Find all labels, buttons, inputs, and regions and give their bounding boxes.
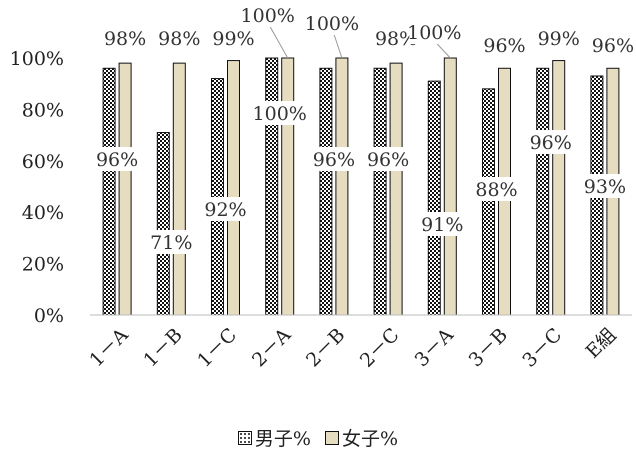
bar-female <box>118 62 132 316</box>
bar-male <box>482 88 495 316</box>
data-label-female: 96% <box>592 35 634 57</box>
data-label-female: 98% <box>375 28 417 50</box>
bar-male <box>427 80 441 316</box>
data-label-bg <box>362 147 415 171</box>
legend-label-female: 女子% <box>342 428 399 450</box>
bar-male <box>319 67 333 316</box>
data-label-female: 96% <box>483 35 525 57</box>
bar-female <box>281 57 295 316</box>
bar-chart: 0%20%40%60%80%100% 96%98%71%98%92%99%100… <box>10 5 636 372</box>
x-category-label: 3－B <box>465 324 512 371</box>
data-label-bg <box>100 28 151 50</box>
y-tick-label: 20% <box>22 254 64 276</box>
y-tick-label: 0% <box>34 305 64 327</box>
bar-male <box>373 67 387 316</box>
data-label-male: 100% <box>253 103 307 125</box>
data-label-bg <box>199 197 252 221</box>
data-label-bg <box>242 5 293 27</box>
data-label-bg <box>91 147 144 171</box>
data-label-female: 100% <box>241 5 295 27</box>
x-category-label: 2－B <box>302 324 349 371</box>
x-category-label: 1－C <box>193 324 241 372</box>
legend-swatch-male <box>237 430 252 445</box>
x-category-label: 2－A <box>248 324 295 371</box>
data-label-bg <box>306 13 357 35</box>
data-label-bg <box>307 147 360 171</box>
bar-female <box>552 60 566 316</box>
data-label-bg <box>145 230 198 254</box>
x-category-label: 2－C <box>356 324 404 372</box>
data-label-bg <box>479 35 530 57</box>
bar-male <box>536 67 550 316</box>
x-category-label: 1－A <box>85 324 132 371</box>
data-label-female: 99% <box>538 28 580 50</box>
data-label-male: 88% <box>475 179 517 201</box>
bar-female <box>443 57 457 316</box>
data-label-bg <box>533 28 584 50</box>
data-label-bg <box>416 212 469 236</box>
bar-female <box>227 60 240 316</box>
data-label-male: 71% <box>150 232 192 254</box>
data-label-bg <box>470 177 523 201</box>
data-label-female: 98% <box>104 28 146 50</box>
data-label-female: 99% <box>212 28 254 50</box>
data-label-male: 93% <box>584 176 626 198</box>
data-label-bg <box>154 28 205 50</box>
data-label-bg <box>253 101 306 125</box>
leader-line <box>435 42 451 59</box>
bar-male <box>156 132 170 316</box>
bar-female <box>172 62 186 316</box>
bar-female <box>389 62 403 316</box>
data-label-bg <box>524 130 577 154</box>
data-label-male: 96% <box>96 149 138 171</box>
data-label-female: 100% <box>305 13 359 35</box>
y-tick-label: 60% <box>22 151 64 173</box>
data-label-male: 96% <box>313 149 355 171</box>
x-category-label: E組 <box>582 324 621 363</box>
legend-swatch-female <box>325 430 340 445</box>
data-label-bg <box>578 174 631 198</box>
legend: 男子% 女子% <box>0 424 636 451</box>
x-category-label: 3－C <box>518 324 566 372</box>
y-tick-label: 100% <box>10 48 64 70</box>
y-tick-label: 40% <box>22 202 64 224</box>
x-category-label: 3－A <box>411 324 458 371</box>
data-label-bg <box>587 35 636 57</box>
data-label-female: 100% <box>407 22 461 44</box>
data-label-bg <box>371 28 422 50</box>
legend-label-male: 男子% <box>254 428 311 450</box>
data-label-male: 92% <box>204 199 246 221</box>
legend-item-female: 女子% <box>325 424 398 451</box>
data-label-bg <box>208 28 259 50</box>
data-label-female: 98% <box>158 28 200 50</box>
bar-male <box>265 57 279 316</box>
data-label-male: 96% <box>530 132 572 154</box>
bar-female <box>335 57 349 316</box>
data-label-male: 91% <box>421 214 463 236</box>
bar-male <box>211 78 224 316</box>
x-category-label: 1－B <box>139 324 186 371</box>
leader-line <box>333 33 343 59</box>
data-label-male: 96% <box>367 149 409 171</box>
legend-item-male: 男子% <box>237 424 311 451</box>
data-label-bg <box>409 22 460 44</box>
y-tick-label: 80% <box>22 99 64 121</box>
bar-male <box>102 67 116 316</box>
leader-line <box>269 25 289 59</box>
